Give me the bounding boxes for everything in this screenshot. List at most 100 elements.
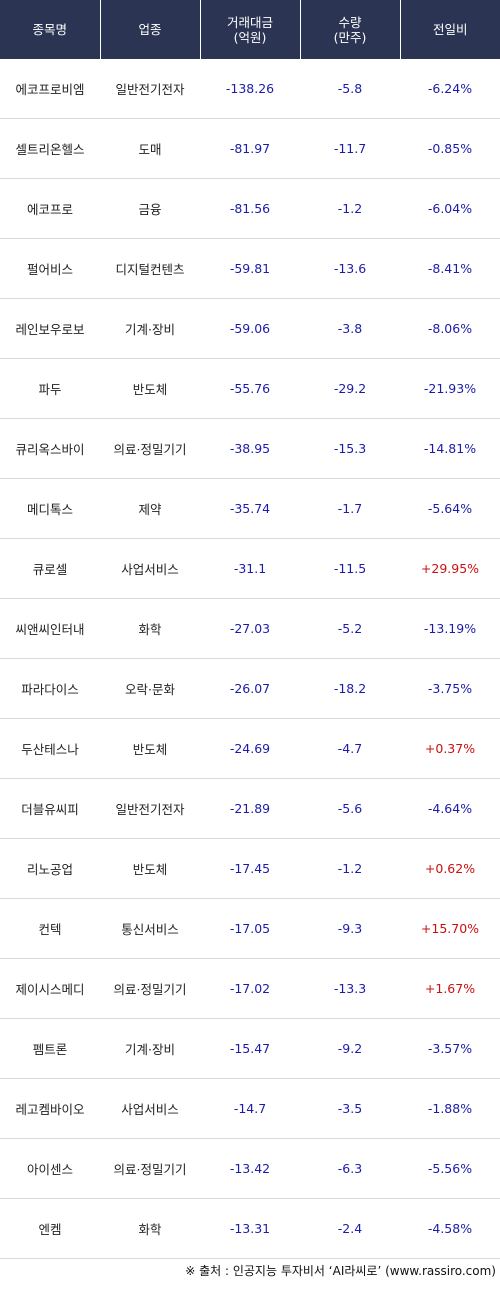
- table-row: 리노공업 반도체 -17.45 -1.2 +0.62%: [0, 838, 500, 899]
- source-note: ※ 출처 : 인공지능 투자비서 ‘AI라씨로’ (www.rassiro.co…: [185, 1264, 496, 1278]
- volume-cell: -13.3: [300, 958, 400, 1019]
- sector-cell: 통신서비스: [100, 898, 200, 959]
- table-row: 펄어비스 디지털컨텐츠 -59.81 -13.6 -8.41%: [0, 238, 500, 299]
- sector-cell: 반도체: [100, 358, 200, 419]
- trading-amount-cell: -17.02: [200, 958, 300, 1019]
- header-amount-line1: 거래대금: [226, 14, 273, 30]
- table-row: 파라다이스 오락·문화 -26.07 -18.2 -3.75%: [0, 658, 500, 719]
- change-rate-cell: -4.64%: [400, 778, 500, 839]
- table-row: 엔켐 화학 -13.31 -2.4 -4.58%: [0, 1198, 500, 1259]
- volume-cell: -1.2: [300, 178, 400, 239]
- change-rate-cell: -8.41%: [400, 238, 500, 299]
- change-rate-cell: +0.37%: [400, 718, 500, 779]
- trading-amount-cell: -17.45: [200, 838, 300, 899]
- stock-name-cell: 큐리옥스바이: [0, 418, 100, 479]
- investor-trading-table: 종목명 업종 거래대금 (억원) 수량 (만주) 전일비 에코프로비엠 일반전기전…: [0, 0, 500, 1259]
- table-row: 메디톡스 제약 -35.74 -1.7 -5.64%: [0, 478, 500, 539]
- volume-cell: -9.2: [300, 1018, 400, 1079]
- change-rate-cell: +29.95%: [400, 538, 500, 599]
- header-sector: 업종: [99, 0, 200, 59]
- header-volume-line1: 수량: [338, 14, 362, 30]
- trading-amount-cell: -13.31: [200, 1198, 300, 1259]
- header-name: 종목명: [0, 0, 100, 59]
- stock-name-cell: 파라다이스: [0, 658, 100, 719]
- table-row: 에코프로 금융 -81.56 -1.2 -6.04%: [0, 178, 500, 239]
- sector-cell: 화학: [100, 598, 200, 659]
- change-rate-cell: -4.58%: [400, 1198, 500, 1259]
- table-row: 셀트리온헬스 도매 -81.97 -11.7 -0.85%: [0, 118, 500, 179]
- stock-name-cell: 파두: [0, 358, 100, 419]
- header-change: 전일비: [399, 0, 500, 59]
- volume-cell: -11.7: [300, 118, 400, 179]
- table-row: 큐로셀 사업서비스 -31.1 -11.5 +29.95%: [0, 538, 500, 599]
- trading-amount-cell: -81.97: [200, 118, 300, 179]
- change-rate-cell: +15.70%: [400, 898, 500, 959]
- table-row: 큐리옥스바이 의료·정밀기기 -38.95 -15.3 -14.81%: [0, 418, 500, 479]
- table-row: 더블유씨피 일반전기전자 -21.89 -5.6 -4.64%: [0, 778, 500, 839]
- sector-cell: 기계·장비: [100, 298, 200, 359]
- header-amount: 거래대금 (억원): [199, 0, 300, 59]
- stock-name-cell: 에코프로비엠: [0, 59, 100, 119]
- table-row: 두산테스나 반도체 -24.69 -4.7 +0.37%: [0, 718, 500, 779]
- stock-name-cell: 씨앤씨인터내: [0, 598, 100, 659]
- change-rate-cell: -6.04%: [400, 178, 500, 239]
- stock-name-cell: 셀트리온헬스: [0, 118, 100, 179]
- sector-cell: 일반전기전자: [100, 59, 200, 119]
- stock-name-cell: 컨텍: [0, 898, 100, 959]
- volume-cell: -5.2: [300, 598, 400, 659]
- table-row: 파두 반도체 -55.76 -29.2 -21.93%: [0, 358, 500, 419]
- trading-amount-cell: -59.06: [200, 298, 300, 359]
- change-rate-cell: +0.62%: [400, 838, 500, 899]
- volume-cell: -6.3: [300, 1138, 400, 1199]
- sector-cell: 도매: [100, 118, 200, 179]
- stock-name-cell: 큐로셀: [0, 538, 100, 599]
- volume-cell: -11.5: [300, 538, 400, 599]
- header-volume: 수량 (만주): [299, 0, 400, 59]
- table-row: 레고켐바이오 사업서비스 -14.7 -3.5 -1.88%: [0, 1078, 500, 1139]
- volume-cell: -15.3: [300, 418, 400, 479]
- sector-cell: 기계·장비: [100, 1018, 200, 1079]
- stock-name-cell: 레인보우로보: [0, 298, 100, 359]
- table-row: 에코프로비엠 일반전기전자 -138.26 -5.8 -6.24%: [0, 59, 500, 119]
- stock-name-cell: 엔켐: [0, 1198, 100, 1259]
- sector-cell: 금융: [100, 178, 200, 239]
- stock-name-cell: 리노공업: [0, 838, 100, 899]
- sector-cell: 사업서비스: [100, 538, 200, 599]
- change-rate-cell: -3.75%: [400, 658, 500, 719]
- trading-amount-cell: -138.26: [200, 59, 300, 119]
- sector-cell: 오락·문화: [100, 658, 200, 719]
- change-rate-cell: -21.93%: [400, 358, 500, 419]
- sector-cell: 반도체: [100, 838, 200, 899]
- volume-cell: -3.5: [300, 1078, 400, 1139]
- trading-amount-cell: -27.03: [200, 598, 300, 659]
- table-row: 펨트론 기계·장비 -15.47 -9.2 -3.57%: [0, 1018, 500, 1079]
- stock-name-cell: 두산테스나: [0, 718, 100, 779]
- volume-cell: -9.3: [300, 898, 400, 959]
- change-rate-cell: -5.56%: [400, 1138, 500, 1199]
- stock-name-cell: 펄어비스: [0, 238, 100, 299]
- volume-cell: -2.4: [300, 1198, 400, 1259]
- stock-name-cell: 에코프로: [0, 178, 100, 239]
- volume-cell: -13.6: [300, 238, 400, 299]
- table-row: 씨앤씨인터내 화학 -27.03 -5.2 -13.19%: [0, 598, 500, 659]
- table-row: 컨텍 통신서비스 -17.05 -9.3 +15.70%: [0, 898, 500, 959]
- table-header: 종목명 업종 거래대금 (억원) 수량 (만주) 전일비: [0, 0, 500, 59]
- sector-cell: 반도체: [100, 718, 200, 779]
- change-rate-cell: -3.57%: [400, 1018, 500, 1079]
- change-rate-cell: -13.19%: [400, 598, 500, 659]
- trading-amount-cell: -55.76: [200, 358, 300, 419]
- change-rate-cell: -14.81%: [400, 418, 500, 479]
- change-rate-cell: +1.67%: [400, 958, 500, 1019]
- change-rate-cell: -1.88%: [400, 1078, 500, 1139]
- sector-cell: 제약: [100, 478, 200, 539]
- trading-amount-cell: -13.42: [200, 1138, 300, 1199]
- header-row: 종목명 업종 거래대금 (억원) 수량 (만주) 전일비: [0, 0, 500, 59]
- change-rate-cell: -5.64%: [400, 478, 500, 539]
- volume-cell: -3.8: [300, 298, 400, 359]
- table-row: 아이센스 의료·정밀기기 -13.42 -6.3 -5.56%: [0, 1138, 500, 1199]
- change-rate-cell: -0.85%: [400, 118, 500, 179]
- volume-cell: -1.2: [300, 838, 400, 899]
- trading-amount-cell: -31.1: [200, 538, 300, 599]
- sector-cell: 의료·정밀기기: [100, 418, 200, 479]
- stock-name-cell: 메디톡스: [0, 478, 100, 539]
